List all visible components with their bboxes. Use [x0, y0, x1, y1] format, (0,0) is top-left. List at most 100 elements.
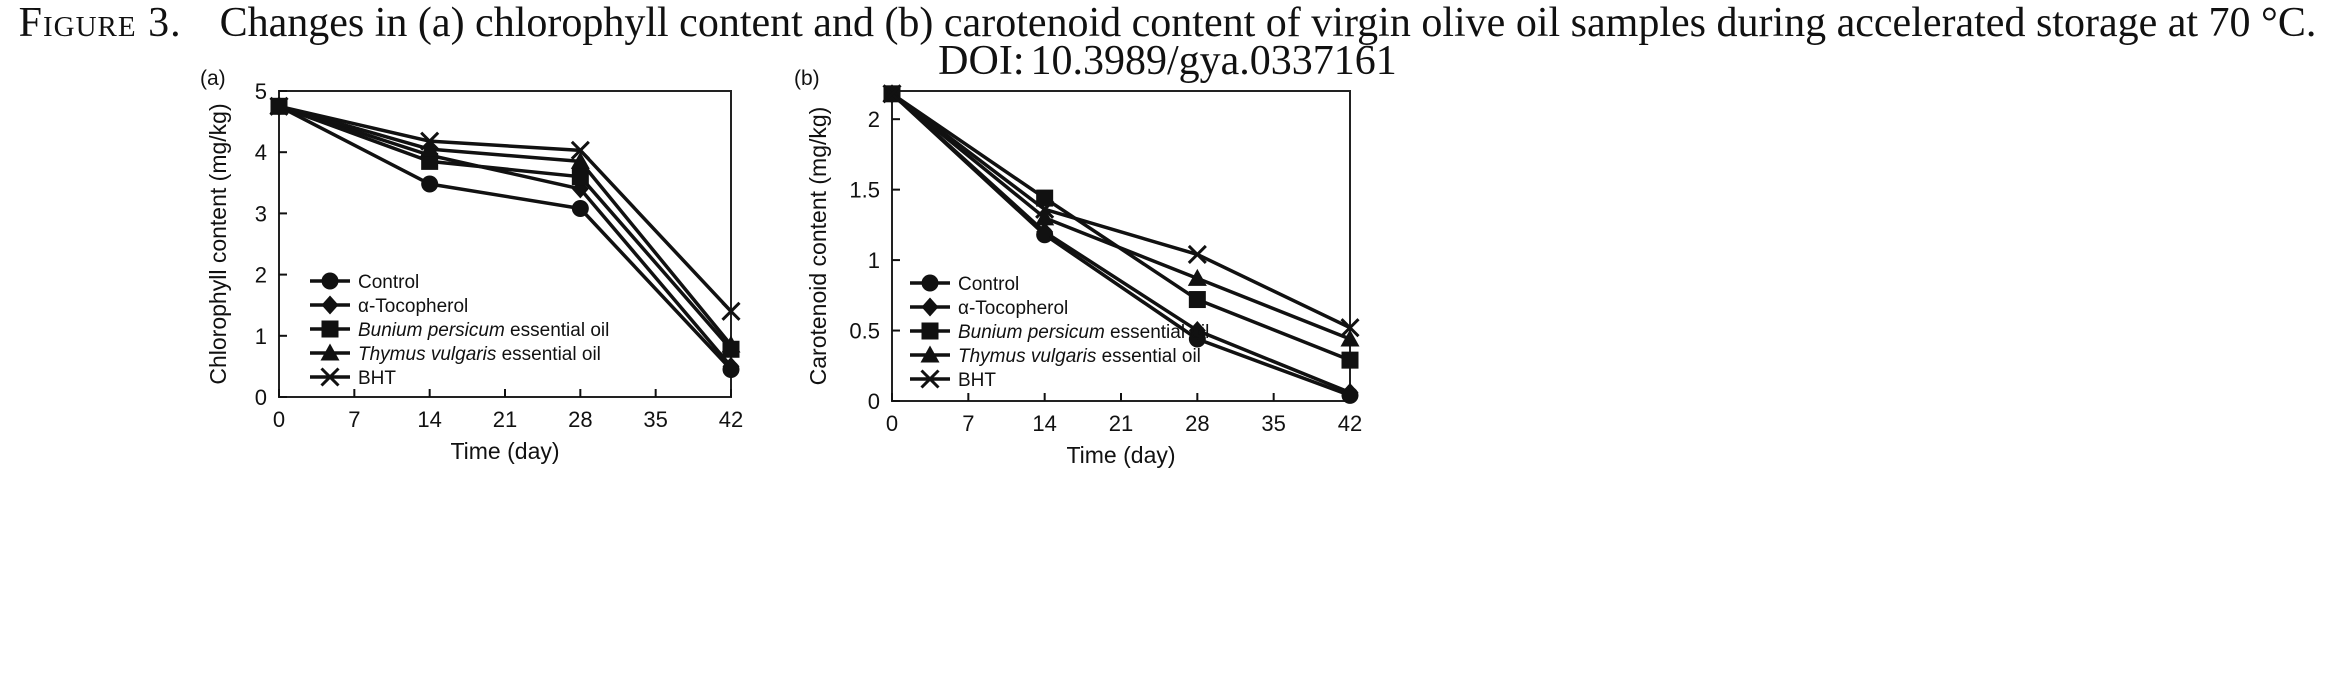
data-point — [722, 356, 740, 376]
y-tick-label: 0 — [255, 385, 267, 410]
y-tick-label: 5 — [255, 79, 267, 104]
legend-label: BHT — [958, 370, 996, 391]
x-tick-label: 28 — [568, 407, 592, 432]
legend-marker — [921, 322, 939, 340]
series-x — [269, 96, 741, 321]
legend-marker — [320, 367, 340, 387]
data-point — [1340, 329, 1360, 347]
x-tick-label: 14 — [417, 407, 441, 432]
legend-label: Bunium persicum essential oil — [958, 322, 1209, 343]
legend-label: α-Tocopherol — [958, 298, 1068, 319]
legend-entry: BHT — [910, 369, 996, 391]
x-tick-label: 7 — [348, 407, 360, 432]
x-tick-label: 0 — [273, 407, 285, 432]
legend-entry: α-Tocopherol — [910, 297, 1068, 319]
legend-label: Control — [358, 272, 419, 293]
legend-marker — [920, 345, 940, 363]
x-tick-label: 14 — [1032, 411, 1056, 436]
legend-marker — [321, 272, 339, 290]
legend-entry: Control — [910, 274, 1019, 295]
legend: Control α-Tocopherol Bunium persicum essen… — [310, 272, 609, 389]
series-square — [270, 97, 740, 358]
x-tick-label: 35 — [643, 407, 667, 432]
legend-entry: Bunium persicum essential oil — [910, 322, 1209, 343]
series-line — [890, 92, 1351, 395]
y-tick-label: 2 — [868, 107, 880, 132]
y-axis-label: Chlorophyll content (mg/kg) — [205, 103, 231, 384]
figure-caption: Figure 3. Changes in (a) chlorophyll cont… — [0, 0, 2335, 46]
x-tick-label: 42 — [719, 407, 743, 432]
x-tick-label: 7 — [962, 411, 974, 436]
series-line — [278, 104, 733, 368]
x-tick-label: 0 — [886, 411, 898, 436]
legend-entry: Thymus vulgaris essential oil — [310, 343, 601, 365]
y-tick-label: 4 — [255, 140, 267, 165]
y-tick-label: 0 — [868, 389, 880, 414]
figure-doi: DOI: 10.3989/gya.0337161 — [0, 38, 2335, 84]
x-axis-label: Time (day) — [1066, 442, 1175, 468]
figure-label: Figure 3. — [18, 0, 182, 46]
data-point — [1036, 222, 1054, 242]
legend-label: Thymus vulgaris essential oil — [958, 346, 1201, 367]
legend-marker — [321, 320, 339, 338]
legend-entry: Bunium persicum essential oil — [310, 320, 609, 341]
x-tick-label: 28 — [1185, 411, 1209, 436]
y-tick-label: 1 — [868, 248, 880, 273]
data-point — [1341, 383, 1359, 403]
data-point — [571, 168, 589, 186]
data-point — [571, 200, 589, 218]
series-line — [890, 92, 1351, 341]
series-line — [891, 92, 1351, 362]
series-x — [882, 84, 1360, 338]
x-tick-label: 42 — [1338, 411, 1362, 436]
y-axis-label: Carotenoid content (mg/kg) — [805, 107, 831, 386]
y-tick-label: 3 — [255, 201, 267, 226]
legend-label: Bunium persicum essential oil — [358, 320, 609, 341]
data-point — [421, 175, 439, 193]
data-point — [721, 301, 741, 321]
legend-label: α-Tocopherol — [358, 296, 468, 317]
legend-entry: α-Tocopherol — [310, 295, 468, 317]
x-tick-label: 21 — [493, 407, 517, 432]
data-point — [1036, 189, 1054, 207]
caption-text: Changes in (a) chlorophyll content and (… — [219, 0, 2317, 46]
legend-entry: BHT — [310, 367, 396, 389]
data-point — [269, 96, 289, 116]
data-point — [421, 152, 439, 170]
chart-panel-b: (b) 0 7 14 21 28 35 42 0 0.5 1 1.5 2 Time (day) Carote… — [794, 67, 1362, 468]
data-point — [570, 140, 590, 160]
y-tick-label: 1.5 — [849, 178, 880, 203]
data-point — [570, 151, 590, 169]
x-axis-label: Time (day) — [450, 438, 559, 464]
legend-marker — [921, 297, 939, 317]
series-triangle — [882, 84, 1360, 347]
doi-label: DOI: — [938, 38, 1025, 84]
data-point — [1188, 321, 1206, 341]
data-point — [721, 335, 741, 353]
legend-entry: Control — [310, 272, 419, 293]
data-point — [1187, 268, 1207, 286]
legend-label: Control — [958, 274, 1019, 295]
y-tick-label: 0.5 — [849, 319, 880, 344]
data-point — [1341, 351, 1359, 369]
legend-marker — [920, 369, 940, 389]
data-point — [420, 131, 440, 151]
y-tick-label: 1 — [255, 324, 267, 349]
series-line — [278, 104, 733, 371]
series-line — [278, 104, 733, 351]
doi-value: 10.3989/gya.0337161 — [1030, 38, 1397, 84]
panel-label: (a) — [200, 67, 226, 90]
legend-marker — [320, 343, 340, 361]
panel-label: (b) — [794, 67, 820, 90]
data-point — [1188, 291, 1206, 309]
legend-entry: Thymus vulgaris essential oil — [910, 345, 1201, 367]
series-line — [890, 92, 1351, 330]
series-line — [278, 104, 733, 313]
y-tick-label: 2 — [255, 263, 267, 288]
legend-marker — [321, 295, 339, 315]
legend-label: Thymus vulgaris essential oil — [358, 344, 601, 365]
data-point — [882, 84, 902, 104]
data-point — [1187, 244, 1207, 265]
data-point — [1340, 318, 1360, 338]
